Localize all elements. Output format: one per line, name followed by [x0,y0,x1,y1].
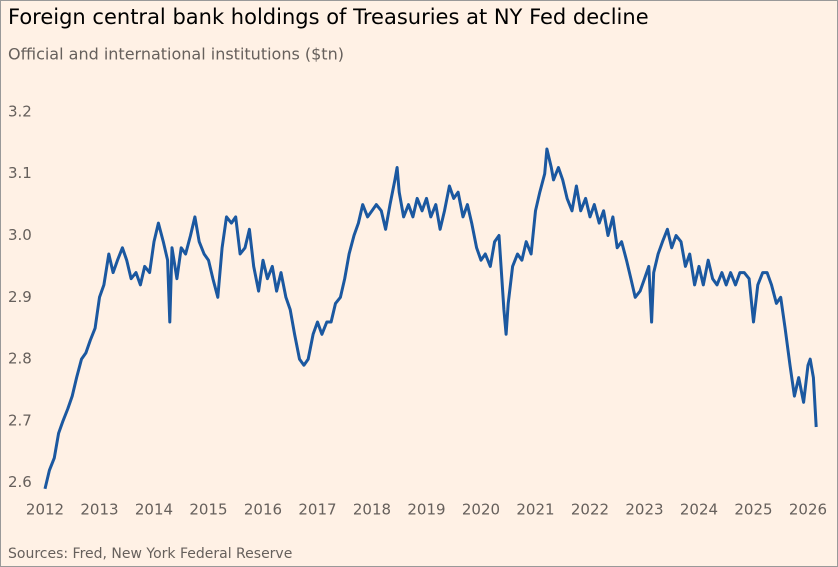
x-tick-label: 2025 [734,501,772,519]
source: Sources: Fred, New York Federal Reserve [8,546,292,562]
y-tick-label: 2.9 [8,288,32,306]
y-tick-label: 3.2 [8,102,32,120]
y-tick-label: 2.6 [8,473,32,491]
line [43,147,818,490]
x-tick-label: 2016 [244,501,282,519]
x-tick-label: 2023 [625,501,663,519]
x-tick-label: 2012 [26,501,64,519]
x-tick-label: 2017 [298,501,336,519]
x-tick-label: 2022 [571,501,609,519]
chart-subtitle: Official and international institutions … [8,45,344,64]
y-tick-label: 3.0 [8,226,32,244]
x-tick-label: 2019 [407,501,445,519]
x-tick-label: 2013 [80,501,118,519]
x-tick-label: 2026 [789,501,827,519]
x-tick-label: 2020 [462,501,500,519]
x-tick-label: 2018 [353,501,391,519]
x-tick-label: 2014 [135,501,173,519]
x-tick-label: 2021 [516,501,554,519]
chart-title: Foreign central bank holdings of Treasur… [8,5,649,29]
y-tick-label: 2.8 [8,350,32,368]
x-tick-label: 2015 [189,501,227,519]
y-tick-label: 2.7 [8,411,32,429]
y-tick-label: 3.1 [8,164,32,182]
x-tick-label: 2024 [680,501,718,519]
